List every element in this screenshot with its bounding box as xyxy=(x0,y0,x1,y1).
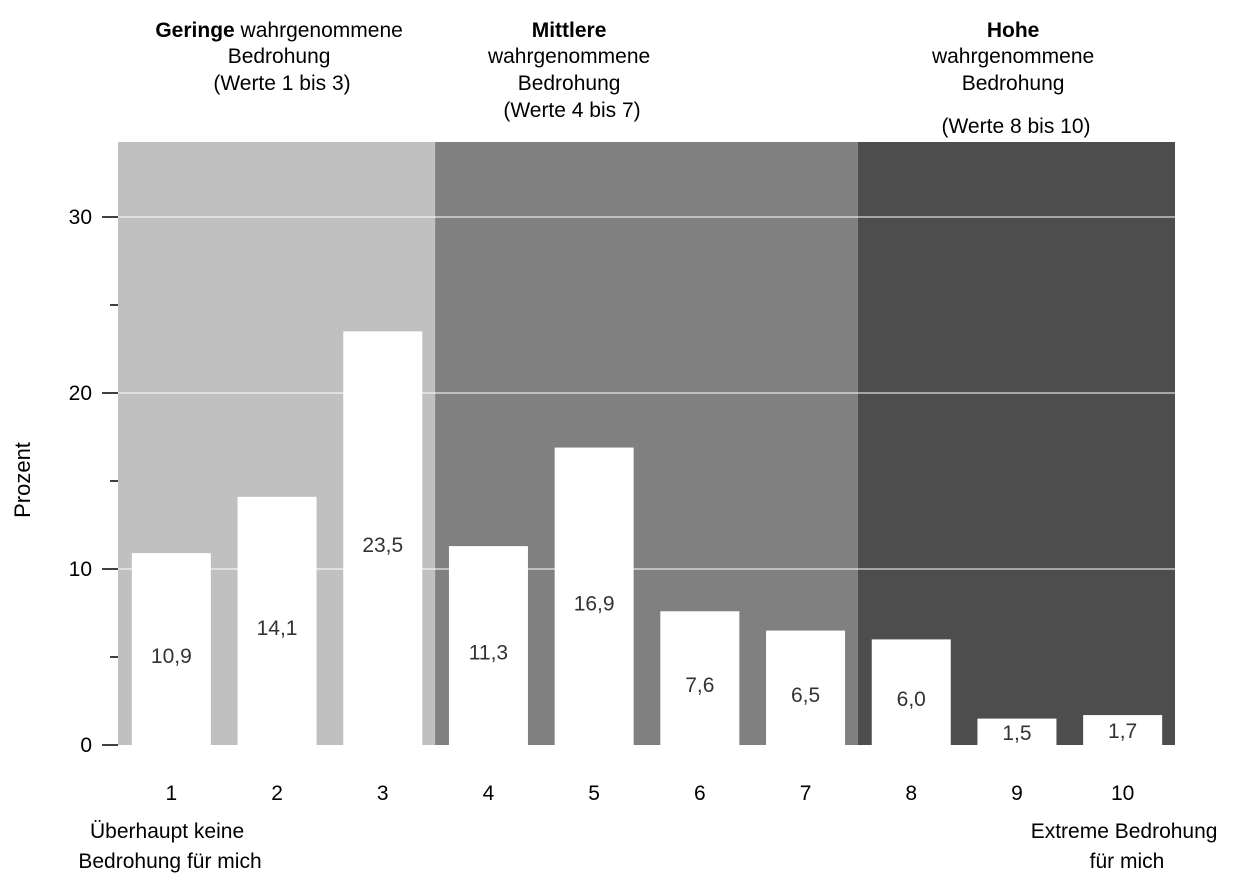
bar-value-label-8: 6,0 xyxy=(897,688,926,711)
bar-value-label-3: 23,5 xyxy=(362,534,403,557)
group-high-line1: wahrgenommene xyxy=(931,45,1094,68)
bar-9 xyxy=(977,718,1057,745)
group-low-bold: Geringe xyxy=(155,19,234,42)
bar-value-label-10: 1,7 xyxy=(1108,720,1137,743)
y-tick-label-30: 30 xyxy=(69,206,92,229)
x-tick-label-5: 5 xyxy=(588,782,600,805)
bar-value-label-9: 1,5 xyxy=(1002,722,1031,745)
bar-1 xyxy=(131,553,211,745)
bar-value-label-7: 6,5 xyxy=(791,684,820,707)
x-left-end-label: Überhaupt keine Bedrohung für mich xyxy=(78,820,261,873)
group-header-high: Hohe wahrgenommene Bedrohung (Werte 8 bi… xyxy=(931,19,1100,138)
y-tick-label-10: 10 xyxy=(69,558,92,581)
bar-value-label-4: 11,3 xyxy=(469,642,508,665)
group-medium-bold: Mittlere xyxy=(532,19,607,42)
x-tick-label-6: 6 xyxy=(694,782,706,805)
x-left-end-line2: Bedrohung für mich xyxy=(78,850,261,873)
group-header-medium: Mittlere wahrgenommene Bedrohung (Werte … xyxy=(487,19,656,122)
x-tick-label-8: 8 xyxy=(905,782,917,805)
group-header-low: Geringe wahrgenommene Bedrohung (Werte 1… xyxy=(155,19,408,95)
x-tick-label-3: 3 xyxy=(377,782,389,805)
bar-6 xyxy=(660,611,740,745)
group-low-line1: wahrgenommene xyxy=(240,19,403,42)
group-backgrounds xyxy=(118,142,1175,745)
group-low-line3: (Werte 1 bis 3) xyxy=(213,72,350,95)
bar-10 xyxy=(1083,715,1163,745)
x-tick-label-9: 9 xyxy=(1011,782,1023,805)
group-high-line3: (Werte 8 bis 10) xyxy=(942,115,1091,138)
bar-7 xyxy=(766,630,846,745)
x-tick-label-10: 10 xyxy=(1111,782,1134,805)
y-axis-label: Prozent xyxy=(10,442,35,518)
group-high-line2: Bedrohung xyxy=(962,72,1065,95)
x-right-end-line2: für mich xyxy=(1090,850,1165,873)
x-tick-label-7: 7 xyxy=(800,782,812,805)
y-axis: 0 10 20 30 xyxy=(69,206,118,757)
bar-value-label-5: 16,9 xyxy=(574,592,615,615)
group-high-bold: Hohe xyxy=(987,19,1040,42)
bar-5 xyxy=(554,447,634,745)
bar-value-label-1: 10,9 xyxy=(151,645,192,668)
group-low-line2: Bedrohung xyxy=(228,45,331,68)
group-medium-line2: Bedrohung xyxy=(518,72,621,95)
group-medium-line3: (Werte 4 bis 7) xyxy=(503,99,640,122)
bar-2 xyxy=(237,496,317,745)
x-tick-label-2: 2 xyxy=(271,782,283,805)
x-tick-label-4: 4 xyxy=(483,782,495,805)
x-right-end-line1: Extreme Bedrohung xyxy=(1031,820,1218,843)
x-right-end-label: Extreme Bedrohung für mich xyxy=(1031,820,1224,873)
y-tick-label-0: 0 xyxy=(80,734,92,757)
bar-4 xyxy=(448,546,528,745)
x-axis-tick-labels: 1 2 3 4 5 6 7 8 9 10 xyxy=(166,782,1135,805)
bar-value-label-6: 7,6 xyxy=(685,674,714,697)
group-medium-line1: wahrgenommene xyxy=(487,45,650,68)
y-tick-label-20: 20 xyxy=(69,382,92,405)
bars: 10,9 14,1 23,5 11,3 16,9 7,6 6,5 6,0 1,5 1,7 xyxy=(131,331,1163,745)
bar-8 xyxy=(871,639,951,745)
x-tick-label-1: 1 xyxy=(166,782,178,805)
bar-value-label-2: 14,1 xyxy=(257,617,298,640)
bar-3 xyxy=(343,331,423,745)
x-left-end-line1: Überhaupt keine xyxy=(90,820,244,843)
